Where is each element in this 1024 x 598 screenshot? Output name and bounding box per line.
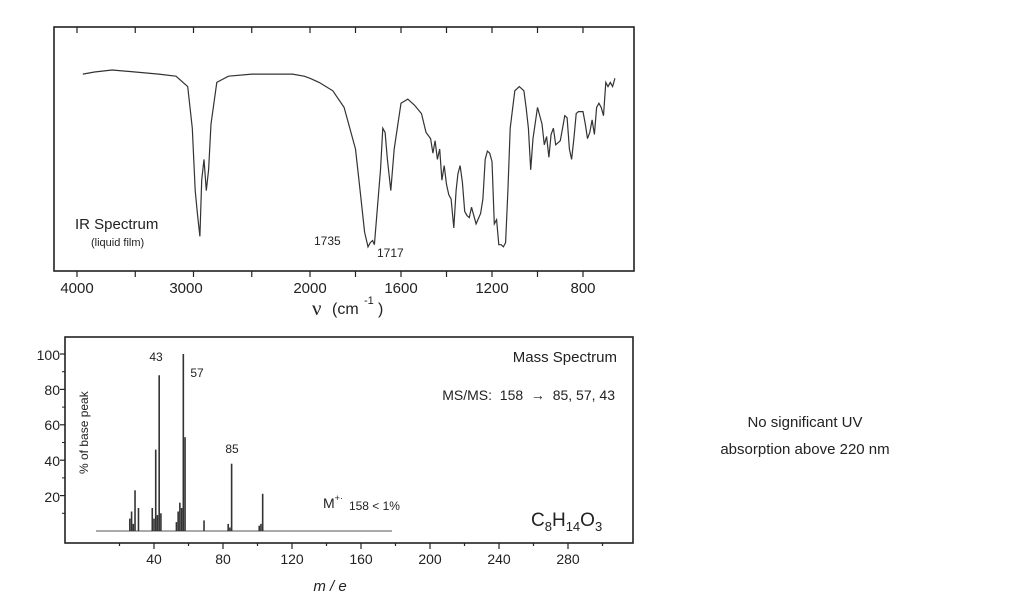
ir-peak-label-1735: 1735 [314, 234, 341, 248]
ms-ytick-100: 100 [37, 347, 61, 363]
ms-peak-label-57: 57 [190, 366, 204, 380]
ms-ytick-20: 20 [44, 489, 60, 505]
ms-molecular-ion-value: 158 < 1% [349, 499, 400, 513]
ms-xtick-80: 80 [215, 551, 231, 567]
ir-plot-frame [53, 26, 635, 272]
ir-tick-label-1200: 1200 [475, 280, 508, 297]
ir-xlabel-unit: (cm [332, 301, 359, 318]
ms-xlabel: m / e [313, 578, 346, 595]
uv-note-line-1: No significant UV [747, 414, 863, 431]
ms-xtick-240: 240 [487, 551, 511, 567]
ms-ytick-60: 60 [44, 417, 60, 433]
ir-subtitle: (liquid film) [91, 237, 144, 249]
ms-tick-marks [60, 353, 604, 549]
ir-tick-label-3000: 3000 [169, 280, 202, 297]
ir-tick-label-800: 800 [570, 280, 595, 297]
ir-title: IR Spectrum [75, 216, 158, 233]
ms-ytick-40: 40 [44, 453, 60, 469]
ms-xtick-40: 40 [146, 551, 162, 567]
ms-molecular-formula: C8H14O3 [531, 510, 602, 534]
ms-ytick-80: 80 [44, 382, 60, 398]
ms-molecular-ion-note: M+· 158 < 1% [323, 493, 400, 513]
ms-peak-label-85: 85 [225, 442, 239, 456]
formula-o-count: 3 [595, 519, 602, 534]
formula-h: H [552, 510, 566, 531]
ms-xtick-200: 200 [418, 551, 442, 567]
ms-plot-frame [64, 336, 634, 544]
ir-spectrum-chart: IR Spectrum (liquid film) 1735 1717 4000… [53, 26, 635, 320]
uv-absorption-note: No significant UV absorption above 220 n… [690, 409, 920, 463]
ms-xtick-160: 160 [349, 551, 373, 567]
ir-tick-label-2000: 2000 [293, 280, 326, 297]
ir-xlabel-exponent: -1 [364, 295, 374, 307]
mass-spectrum-chart: 100 80 60 40 20 40 80 120 160 200 240 28… [37, 336, 634, 595]
ms-molecular-ion-symbol: M [323, 495, 335, 511]
ir-tick-label-4000: 4000 [60, 280, 93, 297]
ms-title: Mass Spectrum [513, 349, 617, 366]
ms-xtick-120: 120 [280, 551, 304, 567]
formula-c: C [531, 510, 545, 531]
ir-xlabel-nu: ν [312, 296, 322, 320]
uv-note-line-2: absorption above 220 nm [720, 441, 890, 458]
ms-msms-note: MS/MS: 158 → 85, 57, 43 [442, 387, 615, 403]
formula-h-count: 14 [566, 519, 580, 534]
ms-peak-bars [129, 354, 264, 531]
ir-peak-label-1717: 1717 [377, 246, 404, 260]
ir-tick-label-1600: 1600 [384, 280, 417, 297]
ms-ylabel: % of base peak [77, 390, 91, 474]
ir-tick-marks [76, 27, 584, 277]
ms-peak-label-43: 43 [149, 350, 163, 364]
formula-o: O [580, 510, 595, 531]
ms-xtick-280: 280 [556, 551, 580, 567]
ir-xlabel-close: ) [378, 301, 383, 318]
ir-spectrum-line [82, 69, 616, 249]
ms-molecular-ion-charge: +· [335, 493, 343, 503]
formula-c-count: 8 [545, 519, 552, 534]
